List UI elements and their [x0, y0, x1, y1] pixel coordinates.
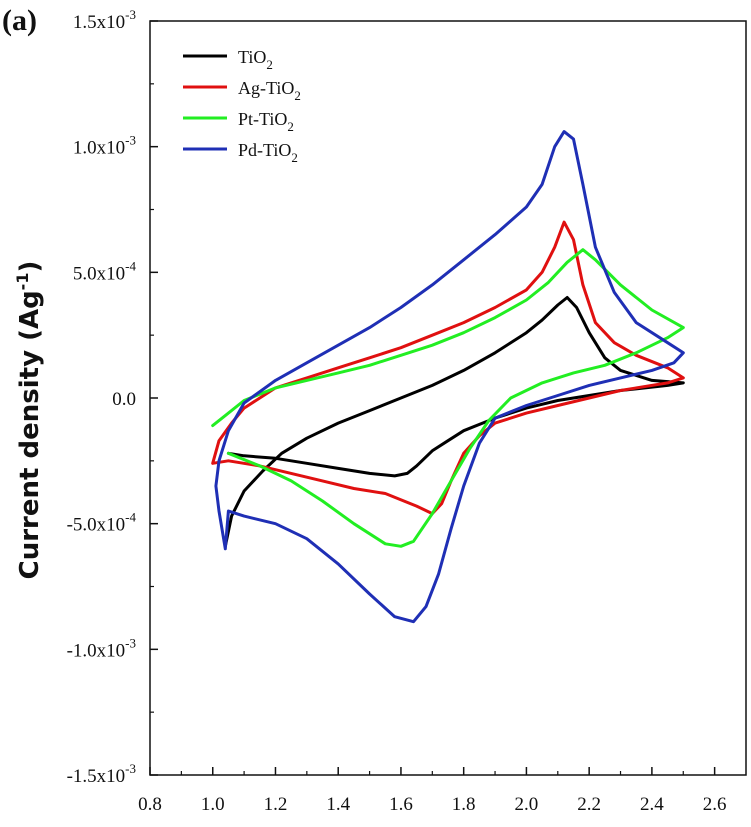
y-tick-label: 1.0x10-3 [73, 133, 136, 159]
x-tick-label: 1.4 [326, 794, 350, 815]
x-tick-label: 0.8 [138, 794, 162, 815]
axes: 0.8 1.0 1.2 1.4 1.6 1.8 2.0 2.2 2.4 2.6 -1.5x10-3 -… [67, 7, 727, 815]
x-tick-label: 2.6 [703, 794, 727, 815]
y-tick-label: 0.0 [112, 389, 136, 410]
x-tick-label: 2.0 [515, 794, 539, 815]
y-axis-title-sup: -1 [13, 273, 32, 291]
x-tick-label: 1.8 [452, 794, 476, 815]
series-line [211, 248, 685, 548]
series-line [214, 130, 685, 624]
legend-label: TiO2 [238, 47, 273, 72]
y-axis-title: Current density (Ag-1) [13, 261, 45, 580]
x-tick-label: 2.2 [577, 794, 601, 815]
y-axis-title-close: ) [15, 261, 45, 273]
y-tick-label: -5.0x10-4 [67, 510, 137, 536]
x-tick-label: 1.2 [264, 794, 288, 815]
x-tick-label: 2.4 [640, 794, 664, 815]
series-line [223, 296, 685, 548]
legend: TiO2 Ag-TiO2 Pt-TiO2 Pd-TiO2 [183, 47, 301, 165]
y-axis-title-main: Current density (Ag [15, 290, 45, 579]
y-axis-title-group: Current density (Ag-1) [13, 261, 45, 580]
y-tick-label: -1.0x10-3 [67, 635, 136, 661]
series-lines [211, 130, 685, 624]
x-tick-label: 1.0 [201, 794, 225, 815]
panel-label: (a) [2, 4, 37, 37]
plot-frame [149, 20, 747, 776]
legend-label: Ag-TiO2 [238, 78, 301, 103]
y-tick-label: 5.0x10-4 [73, 258, 137, 284]
x-tick-label: 1.6 [389, 794, 413, 815]
legend-label: Pd-TiO2 [238, 140, 298, 165]
legend-label: Pt-TiO2 [238, 109, 294, 134]
y-tick-label: -1.5x10-3 [67, 761, 136, 787]
series-line [211, 220, 685, 516]
y-tick-label: 1.5x10-3 [73, 7, 136, 33]
